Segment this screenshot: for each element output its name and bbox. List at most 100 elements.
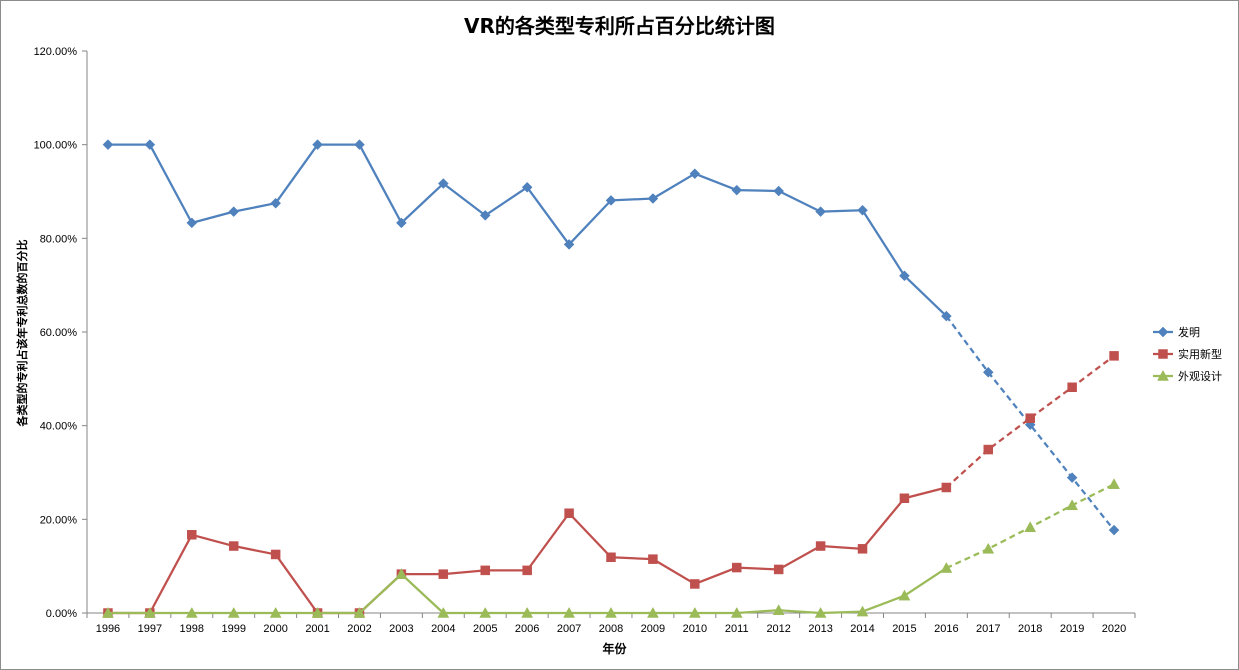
legend-item: 发明: [1153, 325, 1200, 339]
x-tick-label: 2001: [305, 623, 329, 635]
data-point: [732, 562, 742, 573]
legend-item: 外观设计: [1153, 369, 1222, 383]
data-point: [480, 565, 490, 576]
legend-item: 实用新型: [1153, 347, 1222, 361]
data-point: [395, 568, 408, 579]
data-point: [688, 606, 701, 618]
x-tick-label: 2003: [389, 623, 413, 635]
data-point: [898, 589, 911, 601]
data-point: [437, 606, 450, 618]
x-tick-label: 2011: [725, 623, 749, 635]
data-point: [899, 493, 910, 504]
data-point: [144, 139, 156, 151]
x-tick-label: 1998: [180, 623, 204, 635]
data-point: [815, 206, 826, 217]
legend-swatch-marker: [1157, 369, 1169, 381]
data-point: [689, 168, 701, 180]
chart-title: VR的各类型专利所占百分比统计图: [464, 14, 775, 38]
data-point: [311, 606, 324, 618]
data-point: [438, 569, 449, 579]
data-point: [690, 579, 700, 589]
data-point: [437, 178, 449, 189]
x-tick-label: 1996: [96, 623, 120, 635]
x-tick-label: 2007: [557, 623, 581, 635]
x-tick-label: 2020: [1102, 623, 1126, 635]
data-point: [1109, 351, 1119, 361]
x-axis-title: 年份: [602, 642, 627, 656]
data-point: [187, 530, 197, 540]
y-tick-label: 40.00%: [40, 421, 78, 433]
data-point: [102, 139, 114, 151]
data-point: [1066, 472, 1078, 484]
series-1: [102, 139, 1120, 536]
data-point: [646, 606, 659, 618]
data-point: [479, 210, 491, 221]
y-tick-label: 120.00%: [34, 46, 78, 58]
data-point: [102, 606, 114, 618]
data-point: [143, 606, 156, 618]
legend-label: 外观设计: [1178, 370, 1222, 383]
legend-swatch-marker: [1158, 349, 1168, 359]
x-tick-label: 2002: [347, 623, 371, 635]
data-point: [1067, 382, 1077, 393]
data-point: [521, 606, 534, 618]
x-tick-label: 2000: [263, 623, 287, 635]
data-point: [941, 310, 952, 322]
x-tick-label: 2014: [850, 623, 874, 635]
data-point: [940, 562, 953, 573]
data-point: [353, 606, 366, 618]
data-point: [941, 482, 952, 493]
data-point: [1024, 521, 1037, 533]
data-point: [522, 565, 532, 576]
data-point: [814, 606, 827, 618]
data-point: [648, 554, 658, 564]
data-point: [312, 139, 323, 151]
data-point: [772, 604, 785, 615]
data-point: [982, 366, 994, 378]
data-point: [270, 197, 281, 209]
legend-label: 发明: [1178, 325, 1200, 339]
x-tick-label: 2015: [892, 623, 916, 635]
data-point: [857, 544, 868, 554]
x-tick-label: 2017: [976, 623, 1000, 635]
data-point: [186, 217, 198, 229]
data-point: [270, 549, 281, 560]
y-tick-label: 80.00%: [40, 233, 78, 245]
axis-layer: 0.00% 20.00% 40.00% 60.00% 80.00% 100.00% 120.…: [34, 46, 1136, 635]
data-point: [227, 606, 240, 618]
data-point: [857, 204, 868, 216]
data-point: [815, 541, 826, 551]
data-point: [1108, 478, 1120, 489]
series-line: [107, 143, 948, 317]
data-point: [773, 185, 785, 197]
data-point: [982, 542, 995, 554]
y-tick-label: 100.00%: [34, 140, 78, 152]
data-point: [563, 606, 576, 618]
x-tick-label: 2006: [515, 623, 539, 635]
series-2: [103, 351, 1119, 618]
data-point: [731, 184, 743, 196]
data-point: [563, 239, 575, 250]
data-point: [983, 444, 994, 455]
data-point: [899, 270, 910, 282]
x-tick-label: 2004: [431, 623, 455, 635]
series-layer: [102, 139, 1120, 618]
x-tick-label: 2012: [766, 623, 790, 635]
data-point: [730, 606, 743, 618]
data-point: [396, 217, 407, 229]
legend-swatch-marker: [1157, 326, 1169, 338]
x-tick-label: 2005: [473, 623, 497, 635]
data-point: [605, 195, 617, 206]
data-point: [1025, 413, 1035, 423]
x-tick-label: 2010: [683, 623, 707, 635]
x-tick-label: 1999: [221, 623, 245, 635]
data-point: [564, 508, 574, 518]
y-tick-label: 20.00%: [40, 514, 78, 526]
data-point: [1108, 524, 1120, 536]
data-point: [605, 606, 617, 618]
data-point: [354, 139, 365, 151]
data-point: [606, 552, 616, 563]
data-point: [228, 541, 239, 551]
